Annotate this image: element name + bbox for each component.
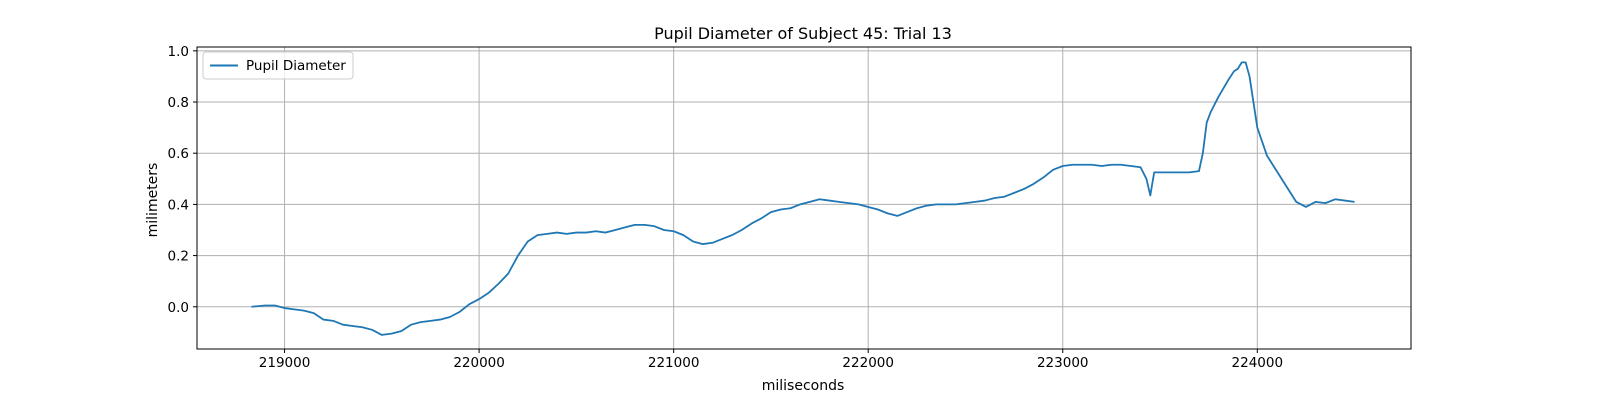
series-layer bbox=[251, 61, 1355, 336]
x-tick-label: 219000 bbox=[259, 355, 311, 371]
y-tick-label: 0.6 bbox=[168, 146, 189, 162]
x-tick-label: 221000 bbox=[648, 355, 700, 371]
series-line-pupil-diameter bbox=[251, 61, 1355, 336]
chart-title: Pupil Diameter of Subject 45: Trial 13 bbox=[654, 24, 952, 43]
x-tick-label: 222000 bbox=[842, 355, 894, 371]
y-axis-ticks: 0.0 0.2 0.4 0.6 0.8 1.0 bbox=[168, 44, 197, 316]
x-axis-label: miliseconds bbox=[762, 378, 845, 394]
legend-box bbox=[202, 51, 354, 80]
axes-frame bbox=[196, 46, 1412, 350]
legend: Pupil Diameter bbox=[202, 51, 354, 80]
y-axis-label: milimeters bbox=[145, 163, 161, 238]
y-tick-label: 0.0 bbox=[168, 300, 189, 316]
x-tick-label: 223000 bbox=[1037, 355, 1089, 371]
x-tick-label: 220000 bbox=[453, 355, 505, 371]
x-axis-ticks: 219000 220000 221000 222000 223000 224000 bbox=[259, 349, 1283, 371]
y-tick-label: 1.0 bbox=[168, 44, 189, 60]
legend-label-pupil-diameter: Pupil Diameter bbox=[246, 58, 346, 74]
y-tick-label: 0.8 bbox=[168, 95, 189, 111]
x-tick-label: 224000 bbox=[1232, 355, 1284, 371]
grid bbox=[197, 47, 1411, 349]
y-tick-label: 0.2 bbox=[168, 249, 189, 265]
y-tick-label: 0.4 bbox=[168, 197, 189, 213]
